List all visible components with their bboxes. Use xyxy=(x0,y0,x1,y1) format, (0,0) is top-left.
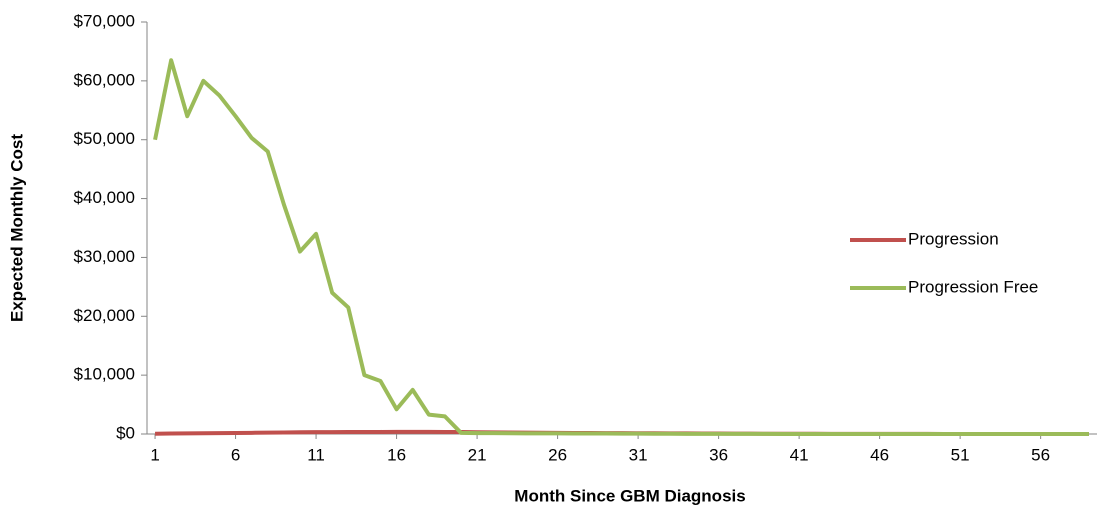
x-tick-label: 46 xyxy=(870,445,889,464)
x-axis-title: Month Since GBM Diagnosis xyxy=(514,486,745,505)
y-tick-label: $50,000 xyxy=(74,129,135,148)
y-tick-label: $10,000 xyxy=(74,365,135,384)
x-tick-label: 11 xyxy=(307,445,325,464)
x-tick-label: 6 xyxy=(231,445,240,464)
y-tick-label: $30,000 xyxy=(74,247,135,266)
y-tick-label: $60,000 xyxy=(74,70,135,89)
x-tick-label: 31 xyxy=(629,445,648,464)
x-tick-label: 56 xyxy=(1031,445,1050,464)
y-tick-label: $40,000 xyxy=(74,188,135,207)
x-tick-label: 36 xyxy=(709,445,728,464)
x-tick-label: 1 xyxy=(150,445,159,464)
legend-label: Progression Free xyxy=(908,277,1038,296)
series-line xyxy=(153,58,1089,436)
x-tick-label: 41 xyxy=(790,445,809,464)
x-tick-label: 51 xyxy=(951,445,970,464)
y-axis-title: Expected Monthly Cost xyxy=(7,134,26,322)
x-tick-label: 16 xyxy=(387,445,406,464)
y-tick-label: $20,000 xyxy=(74,306,135,325)
x-tick-label: 21 xyxy=(468,445,487,464)
x-tick-label: 26 xyxy=(548,445,567,464)
y-tick-label: $0 xyxy=(116,423,135,442)
legend-label: Progression xyxy=(908,229,999,248)
y-tick-label: $70,000 xyxy=(74,11,135,30)
